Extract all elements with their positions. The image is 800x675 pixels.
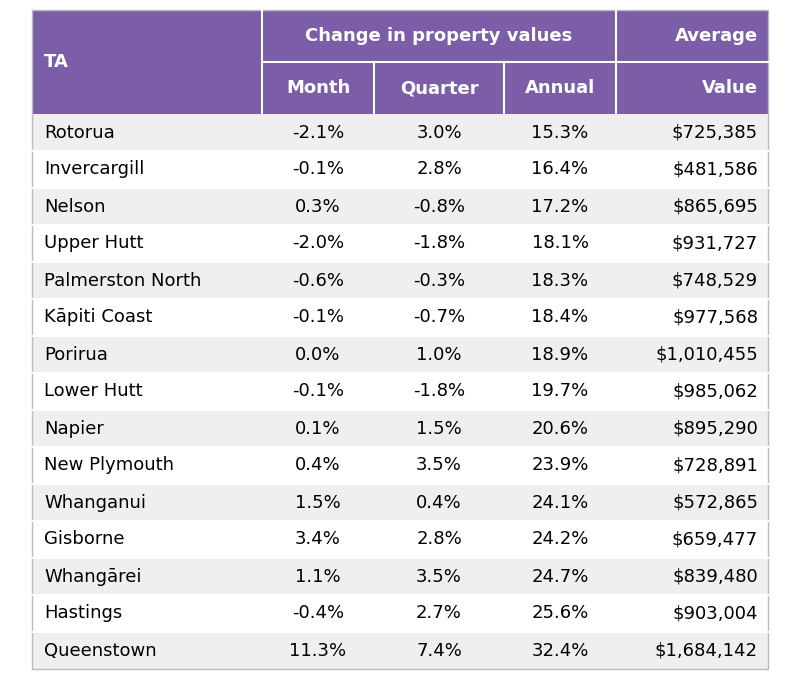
Bar — [32, 114, 768, 151]
Bar — [32, 225, 768, 262]
Text: 17.2%: 17.2% — [531, 198, 589, 215]
Text: -0.1%: -0.1% — [292, 161, 344, 178]
Text: $572,865: $572,865 — [672, 493, 758, 512]
Text: -0.1%: -0.1% — [292, 308, 344, 327]
Text: 2.8%: 2.8% — [416, 161, 462, 178]
Text: Hastings: Hastings — [44, 605, 122, 622]
Text: Palmerston North: Palmerston North — [44, 271, 202, 290]
Bar — [32, 336, 768, 373]
Text: Rotorua: Rotorua — [44, 124, 114, 142]
Text: 0.4%: 0.4% — [416, 493, 462, 512]
Text: Annual: Annual — [525, 79, 595, 97]
Bar — [32, 484, 768, 521]
Text: 3.5%: 3.5% — [416, 568, 462, 585]
Text: 18.3%: 18.3% — [531, 271, 589, 290]
Text: $903,004: $903,004 — [673, 605, 758, 622]
Text: 18.1%: 18.1% — [531, 234, 589, 252]
Text: $748,529: $748,529 — [672, 271, 758, 290]
Text: $931,727: $931,727 — [672, 234, 758, 252]
Text: 20.6%: 20.6% — [531, 419, 589, 437]
Bar — [32, 595, 768, 632]
Text: $1,684,142: $1,684,142 — [655, 641, 758, 659]
Text: Gisborne: Gisborne — [44, 531, 125, 549]
Text: 2.7%: 2.7% — [416, 605, 462, 622]
Text: Queenstown: Queenstown — [44, 641, 157, 659]
Text: 3.4%: 3.4% — [295, 531, 341, 549]
Text: TA: TA — [44, 53, 69, 71]
Text: Change in property values: Change in property values — [306, 27, 573, 45]
Bar — [32, 410, 768, 447]
Text: Invercargill: Invercargill — [44, 161, 144, 178]
Text: $865,695: $865,695 — [672, 198, 758, 215]
Text: New Plymouth: New Plymouth — [44, 456, 174, 475]
Bar — [32, 521, 768, 558]
Text: Lower Hutt: Lower Hutt — [44, 383, 142, 400]
Text: 0.1%: 0.1% — [295, 419, 341, 437]
Text: Average: Average — [675, 27, 758, 45]
Text: 15.3%: 15.3% — [531, 124, 589, 142]
Text: 3.0%: 3.0% — [416, 124, 462, 142]
Text: -0.7%: -0.7% — [413, 308, 465, 327]
Text: 24.2%: 24.2% — [531, 531, 589, 549]
Bar — [32, 62, 768, 114]
Text: -0.3%: -0.3% — [413, 271, 465, 290]
Bar — [32, 447, 768, 484]
Text: $728,891: $728,891 — [672, 456, 758, 475]
Text: Value: Value — [702, 79, 758, 97]
Text: $659,477: $659,477 — [672, 531, 758, 549]
Text: -0.1%: -0.1% — [292, 383, 344, 400]
Text: 0.4%: 0.4% — [295, 456, 341, 475]
Text: Upper Hutt: Upper Hutt — [44, 234, 143, 252]
Text: 18.4%: 18.4% — [531, 308, 589, 327]
Text: 19.7%: 19.7% — [531, 383, 589, 400]
Text: Porirua: Porirua — [44, 346, 108, 364]
Text: $725,385: $725,385 — [672, 124, 758, 142]
Text: -2.1%: -2.1% — [292, 124, 344, 142]
Text: $839,480: $839,480 — [672, 568, 758, 585]
Text: Whangārei: Whangārei — [44, 568, 142, 585]
Text: 0.0%: 0.0% — [295, 346, 341, 364]
Bar — [32, 188, 768, 225]
Text: 18.9%: 18.9% — [531, 346, 589, 364]
Text: -1.8%: -1.8% — [413, 234, 465, 252]
Text: 11.3%: 11.3% — [290, 641, 346, 659]
Text: 1.0%: 1.0% — [416, 346, 462, 364]
Text: Quarter: Quarter — [400, 79, 478, 97]
Bar — [32, 10, 768, 62]
Text: -1.8%: -1.8% — [413, 383, 465, 400]
Bar — [32, 558, 768, 595]
Text: 2.8%: 2.8% — [416, 531, 462, 549]
Text: $1,010,455: $1,010,455 — [655, 346, 758, 364]
Text: 1.5%: 1.5% — [295, 493, 341, 512]
Text: $895,290: $895,290 — [672, 419, 758, 437]
Text: 25.6%: 25.6% — [531, 605, 589, 622]
Text: $985,062: $985,062 — [672, 383, 758, 400]
Text: 24.1%: 24.1% — [531, 493, 589, 512]
Text: 23.9%: 23.9% — [531, 456, 589, 475]
Text: 16.4%: 16.4% — [531, 161, 589, 178]
Bar — [32, 262, 768, 299]
Text: 0.3%: 0.3% — [295, 198, 341, 215]
Text: 1.1%: 1.1% — [295, 568, 341, 585]
Bar — [32, 299, 768, 336]
Text: -0.8%: -0.8% — [413, 198, 465, 215]
Text: 32.4%: 32.4% — [531, 641, 589, 659]
Text: 1.5%: 1.5% — [416, 419, 462, 437]
Text: -0.4%: -0.4% — [292, 605, 344, 622]
Text: -2.0%: -2.0% — [292, 234, 344, 252]
Text: Napier: Napier — [44, 419, 104, 437]
Bar — [32, 373, 768, 410]
Text: $481,586: $481,586 — [672, 161, 758, 178]
Text: Whanganui: Whanganui — [44, 493, 146, 512]
Bar — [32, 632, 768, 669]
Text: Nelson: Nelson — [44, 198, 106, 215]
Text: 7.4%: 7.4% — [416, 641, 462, 659]
Bar — [32, 151, 768, 188]
Text: -0.6%: -0.6% — [292, 271, 344, 290]
Text: 24.7%: 24.7% — [531, 568, 589, 585]
Text: Month: Month — [286, 79, 350, 97]
Text: Kāpiti Coast: Kāpiti Coast — [44, 308, 152, 327]
Text: $977,568: $977,568 — [672, 308, 758, 327]
Text: 3.5%: 3.5% — [416, 456, 462, 475]
